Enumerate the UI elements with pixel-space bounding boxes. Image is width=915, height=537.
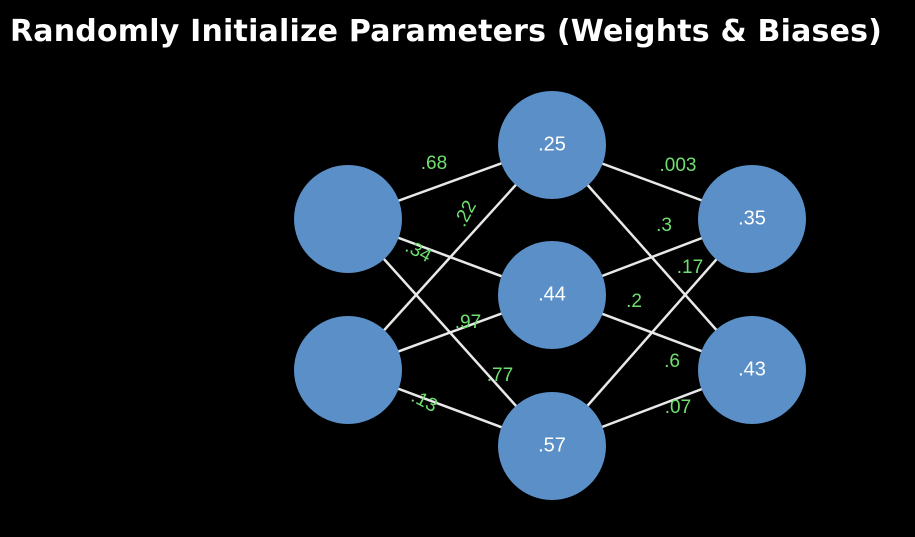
input-node-circle — [294, 316, 402, 424]
weight-label-h3-o2: .07 — [665, 397, 691, 418]
hidden-node-circle — [498, 241, 606, 349]
output-node-circle — [698, 165, 806, 273]
output-node-o2: .43 — [698, 316, 806, 424]
hidden-node-h3: .57 — [498, 392, 606, 500]
weight-label-in2-h1: .22 — [450, 197, 481, 230]
weight-label-in1-h1: .68 — [421, 153, 447, 174]
hidden-node-bias-label: .25 — [538, 133, 566, 155]
output-node-o1: .35 — [698, 165, 806, 273]
weight-label-in2-h3: .13 — [408, 386, 441, 417]
weight-label-h1-o2: .17 — [677, 257, 703, 278]
weight-label-in1-h3: .77 — [487, 365, 513, 386]
hidden-node-h1: .25 — [498, 91, 606, 199]
hidden-node-circle — [498, 91, 606, 199]
input-node-in2 — [294, 316, 402, 424]
weight-label-in2-h2: .97 — [455, 312, 481, 333]
output-node-bias-label: .35 — [738, 207, 766, 229]
output-node-circle — [698, 316, 806, 424]
input-node-circle — [294, 165, 402, 273]
hidden-node-bias-label: .57 — [538, 434, 566, 456]
weight-label-h2-o1: .3 — [656, 215, 672, 236]
hidden-node-h2: .44 — [498, 241, 606, 349]
input-node-in1 — [294, 165, 402, 273]
hidden-node-circle — [498, 392, 606, 500]
nodes-layer: .25 .44 .57 .35 .43 — [294, 91, 806, 500]
weight-label-h2-o2: .2 — [626, 291, 642, 312]
hidden-node-bias-label: .44 — [538, 283, 566, 305]
weight-label-h1-o1: .003 — [660, 155, 697, 176]
output-node-bias-label: .43 — [738, 358, 766, 380]
page-title: Randomly Initialize Parameters (Weights … — [10, 14, 883, 49]
weight-label-h3-o1: .6 — [664, 351, 680, 372]
